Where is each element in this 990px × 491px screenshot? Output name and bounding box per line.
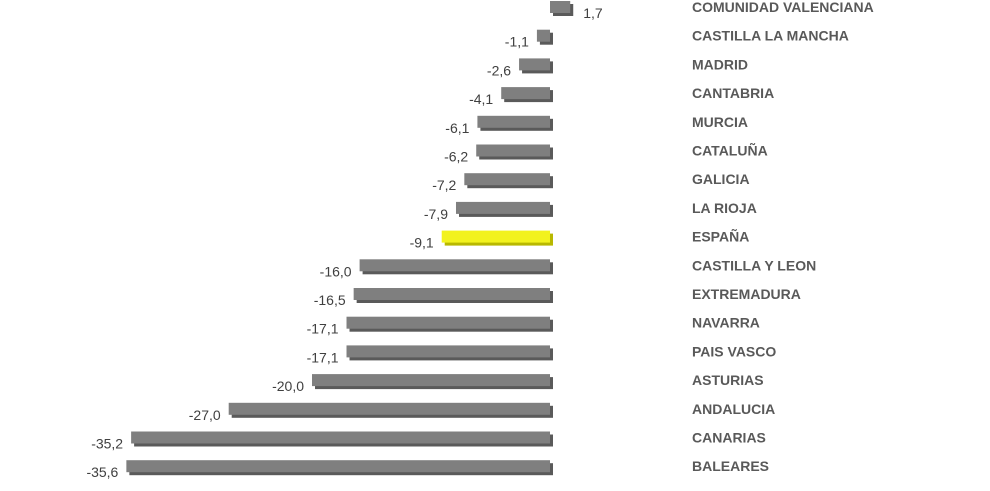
bar-murcia bbox=[477, 115, 550, 128]
value-labels-layer: 1,7 -1,1 -2,6 -4,1-6,1 -6,2 -7,2 -7,9 -9,1 -16,0… bbox=[86, 5, 602, 480]
value-label-canarias: -35,2 bbox=[91, 436, 123, 452]
bar-galicia bbox=[464, 173, 550, 186]
bar-cantabria bbox=[501, 87, 550, 100]
category-label-espana: ESPAÑA bbox=[692, 228, 749, 245]
value-label-extremadura: -16,5 bbox=[314, 292, 346, 308]
category-label-castilla-y-leon: CASTILLA Y LEON bbox=[692, 257, 816, 273]
value-label-cataluna: -6,2 bbox=[444, 149, 468, 165]
bar-extremadura bbox=[353, 288, 550, 300]
bar-espana bbox=[441, 230, 550, 243]
bar-navarra bbox=[346, 316, 550, 329]
bar-pais-vasco bbox=[346, 345, 550, 358]
category-label-canarias: CANARIAS bbox=[692, 430, 766, 446]
bar-la-rioja bbox=[455, 201, 550, 214]
value-label-baleares: -35,6 bbox=[86, 464, 118, 480]
bar-andalucia bbox=[228, 402, 550, 415]
value-label-castilla-y-leon: -16,0 bbox=[320, 263, 352, 279]
category-label-navarra: NAVARRA bbox=[692, 315, 760, 331]
category-label-asturias: ASTURIAS bbox=[692, 372, 764, 388]
bar-baleares bbox=[126, 460, 551, 473]
bar-castilla-la-mancha bbox=[536, 29, 550, 42]
category-label-la-rioja: LA RIOJA bbox=[692, 200, 757, 216]
value-label-espana: -9,1 bbox=[410, 235, 434, 251]
bar-madrid bbox=[519, 58, 550, 71]
value-label-andalucia: -27,0 bbox=[189, 407, 221, 423]
value-label-pais-vasco: -17,1 bbox=[307, 349, 339, 365]
category-label-pais-vasco: PAIS VASCO bbox=[692, 343, 776, 359]
bar-castilla-y-leon bbox=[359, 259, 550, 272]
category-label-comunidad-valenciana: COMUNIDAD VALENCIANA bbox=[692, 0, 874, 15]
value-label-madrid: -2,6 bbox=[487, 62, 511, 78]
category-label-murcia: MURCIA bbox=[692, 114, 748, 130]
category-label-castilla-la-mancha: CASTILLA LA MANCHA bbox=[692, 28, 849, 44]
bar-canarias bbox=[131, 431, 550, 444]
category-label-extremadura: EXTREMADURA bbox=[692, 286, 801, 302]
bars-layer bbox=[126, 1, 574, 476]
bar-asturias bbox=[312, 374, 550, 387]
value-label-navarra: -17,1 bbox=[307, 321, 339, 337]
category-label-baleares: BALEARES bbox=[692, 458, 769, 474]
category-label-andalucia: ANDALUCIA bbox=[692, 401, 775, 417]
category-label-galicia: GALICIA bbox=[692, 171, 750, 187]
bar-cataluna bbox=[476, 144, 550, 157]
value-label-galicia: -7,2 bbox=[432, 177, 456, 193]
value-label-asturias: -20,0 bbox=[272, 378, 304, 394]
category-label-cataluna: CATALUÑA bbox=[692, 142, 768, 159]
category-label-cantabria: CANTABRIA bbox=[692, 85, 774, 101]
value-label-comunidad-valenciana: 1,7 bbox=[583, 5, 603, 21]
bar-comunidad-valenciana bbox=[550, 1, 571, 13]
value-label-murcia: -6,1 bbox=[445, 120, 469, 136]
category-labels-layer: COMUNIDAD VALENCIANA CASTILLA LA MANCHA MA… bbox=[692, 0, 874, 474]
value-label-castilla-la-mancha: -1,1 bbox=[505, 34, 529, 50]
value-label-cantabria: -4,1 bbox=[469, 91, 493, 107]
category-label-madrid: MADRID bbox=[692, 56, 748, 72]
value-label-la-rioja: -7,9 bbox=[424, 206, 448, 222]
